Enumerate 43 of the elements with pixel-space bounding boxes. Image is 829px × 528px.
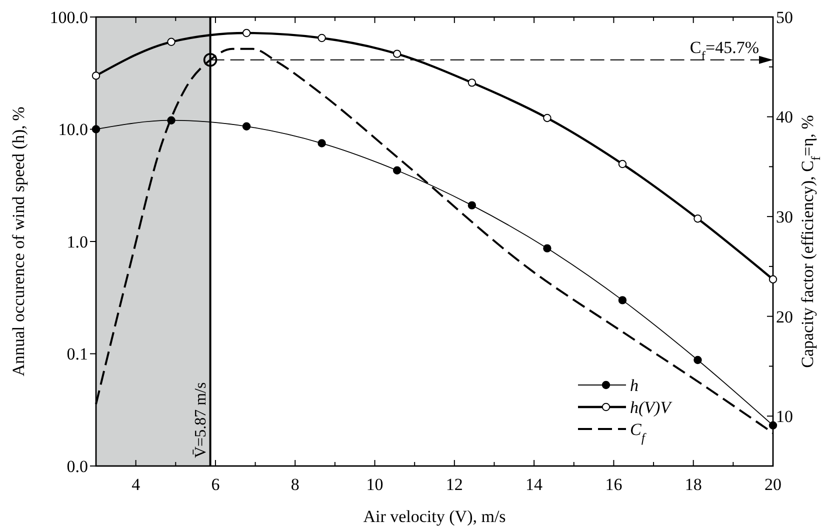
point bbox=[694, 356, 702, 364]
point bbox=[768, 421, 778, 430]
x-tick-label: 12 bbox=[446, 475, 463, 494]
y-tick-label: 10.0 bbox=[58, 120, 88, 140]
point bbox=[468, 201, 476, 210]
point bbox=[242, 122, 251, 131]
y2-tick-label: 30 bbox=[776, 208, 793, 227]
y2-tick-label: 40 bbox=[776, 108, 793, 127]
point bbox=[242, 28, 251, 38]
x-tick-label: 16 bbox=[605, 475, 622, 494]
point bbox=[92, 72, 100, 80]
x-tick-label: 18 bbox=[684, 475, 702, 494]
x-axis-title: Air velocity (V), m/s bbox=[363, 507, 506, 526]
y2-tick-label: 10 bbox=[776, 407, 793, 426]
point bbox=[318, 34, 326, 42]
y-tick-label: 0.0 bbox=[66, 456, 88, 476]
legend-label: C$_{f}$ bbox=[630, 420, 648, 445]
point bbox=[468, 78, 476, 87]
x-tick-label: 10 bbox=[366, 475, 384, 494]
point bbox=[768, 275, 778, 284]
point bbox=[618, 160, 627, 168]
legend-label: h bbox=[630, 376, 638, 395]
y2-tick-label: 20 bbox=[776, 307, 793, 326]
legend-label: h(V)V bbox=[630, 398, 674, 417]
point bbox=[392, 50, 402, 58]
point bbox=[694, 214, 702, 223]
ref-line-label: V̄=5.87 m/s bbox=[192, 382, 210, 458]
x-tick-label: 8 bbox=[290, 475, 300, 494]
y2-tick-label: 50 bbox=[776, 8, 793, 27]
point bbox=[543, 114, 552, 122]
x-tick-label: 20 bbox=[764, 475, 782, 494]
x-tick-label: 14 bbox=[526, 475, 544, 494]
x-tick-label: 6 bbox=[211, 475, 220, 494]
point bbox=[167, 38, 176, 46]
point bbox=[543, 244, 552, 252]
point bbox=[392, 166, 402, 174]
y-tick-label: 100.0 bbox=[50, 8, 88, 27]
y-axis-title: Annual occurence of wind speed (h), % bbox=[9, 106, 28, 376]
y-tick-label: 0.1 bbox=[66, 344, 88, 364]
point bbox=[618, 296, 627, 304]
y-tick-label: 1.0 bbox=[66, 232, 88, 252]
point bbox=[318, 139, 326, 148]
x-tick-label: 4 bbox=[132, 475, 141, 494]
